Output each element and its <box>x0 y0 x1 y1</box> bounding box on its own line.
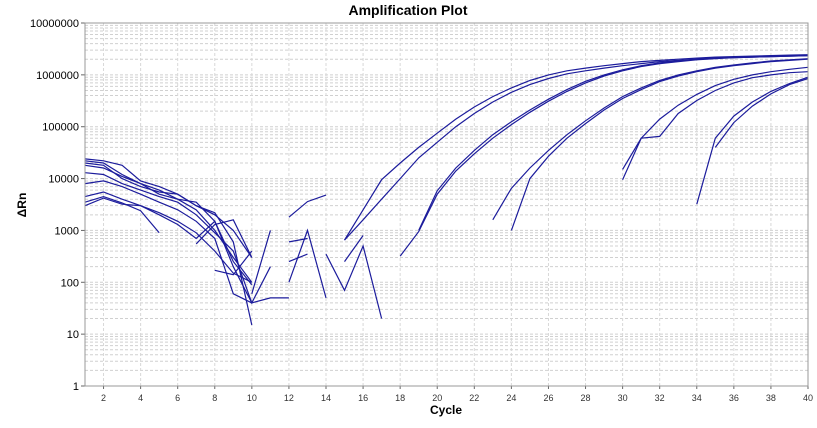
series-line-noise-c <box>251 230 271 294</box>
series-line-noise-a <box>195 219 253 258</box>
series-line-amp-5 <box>492 58 809 221</box>
y-tick-label: 10000 <box>48 174 79 186</box>
x-tick-label: 8 <box>212 393 217 403</box>
y-tick-label: 100 <box>61 277 79 289</box>
series-line-amp-9 <box>696 76 809 205</box>
x-tick-label: 24 <box>506 393 516 403</box>
series-line-baseline-9 <box>84 195 160 234</box>
series-line-noise-g <box>288 228 327 299</box>
y-tick-label: 10 <box>67 329 79 341</box>
x-tick-label: 6 <box>175 393 180 403</box>
series-line-amp-6 <box>510 58 809 231</box>
series-line-amp-4 <box>418 54 809 231</box>
y-tick-label: 100000 <box>42 122 79 134</box>
y-tick-label: 1000000 <box>36 70 79 82</box>
series-line-noise-i <box>344 219 364 241</box>
series-line-baseline-6 <box>84 180 253 304</box>
x-tick-label: 4 <box>138 393 143 403</box>
x-tick-label: 36 <box>729 393 739 403</box>
series-line-amp-8 <box>622 71 809 180</box>
series-line-noise-j <box>344 235 364 262</box>
x-axis-ticks: 2 4 6 8 10 12 14 16 18 20 22 24 26 28 30 32 34 36 38 40 <box>101 386 813 403</box>
x-tick-label: 38 <box>766 393 776 403</box>
x-tick-label: 40 <box>803 393 813 403</box>
series-line-noise-h <box>325 244 383 319</box>
series-line-baseline-7 <box>84 191 253 283</box>
x-tick-label: 30 <box>618 393 628 403</box>
y-tick-label: 1 <box>73 381 79 393</box>
x-tick-label: 2 <box>101 393 106 403</box>
series-line-baseline-1 <box>84 158 253 258</box>
data-series <box>84 54 809 326</box>
x-tick-label: 14 <box>321 393 331 403</box>
series-line-baseline-2 <box>84 160 289 304</box>
series-line-amp-10 <box>714 77 809 148</box>
x-axis-label: Cycle <box>430 403 462 417</box>
x-tick-label: 20 <box>432 393 442 403</box>
chart-title: Amplification Plot <box>349 2 468 18</box>
x-tick-label: 26 <box>543 393 553 403</box>
x-tick-label: 22 <box>469 393 479 403</box>
x-tick-label: 34 <box>692 393 702 403</box>
x-tick-label: 10 <box>247 393 257 403</box>
series-line-amp-7 <box>622 66 809 170</box>
series-line-amp-3 <box>399 55 809 257</box>
y-axis-ticks: 1 10 100 1000 10000 100000 1000000 10000000 <box>30 18 85 393</box>
x-tick-label: 18 <box>395 393 405 403</box>
series-line-noise-b <box>214 250 253 276</box>
series-line-baseline-8 <box>84 197 253 286</box>
y-tick-label: 10000000 <box>30 18 79 30</box>
grid <box>85 23 809 387</box>
x-tick-label: 32 <box>655 393 665 403</box>
y-axis-label: ΔRn <box>15 193 29 218</box>
x-tick-label: 12 <box>284 393 294 403</box>
series-line-baseline-4 <box>84 164 253 283</box>
x-tick-label: 28 <box>581 393 591 403</box>
x-tick-label: 16 <box>358 393 368 403</box>
plot-frame <box>84 22 809 387</box>
series-line-noise-d <box>288 194 327 218</box>
y-tick-label: 1000 <box>55 225 79 237</box>
